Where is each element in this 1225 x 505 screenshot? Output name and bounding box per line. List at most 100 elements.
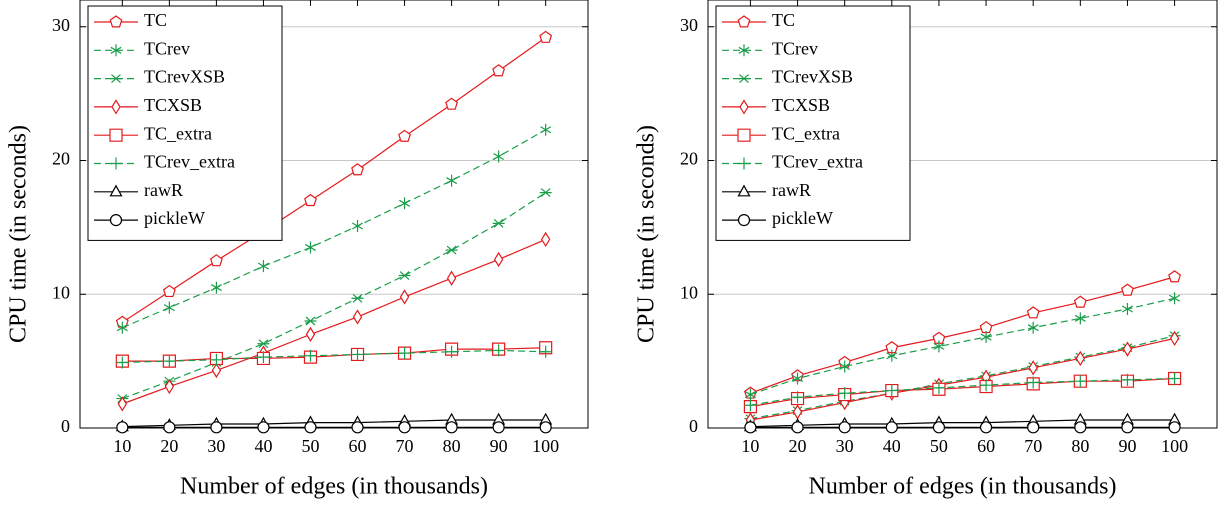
y-tick-label: 20 [680, 149, 698, 169]
legend-label: pickleW [772, 208, 833, 228]
marker [1122, 341, 1133, 357]
marker [164, 378, 175, 395]
legend-marker [110, 157, 122, 170]
marker [540, 231, 551, 248]
marker [791, 421, 804, 434]
legend-label: rawR [144, 180, 183, 200]
legend-label: TC [144, 10, 167, 30]
legend-label: TCXSB [144, 95, 202, 115]
marker [492, 218, 505, 228]
marker [1169, 330, 1180, 347]
legend-label: TC [772, 10, 795, 30]
marker [744, 399, 757, 412]
marker [398, 271, 411, 280]
marker [398, 347, 411, 360]
legend-label: TC_extra [772, 123, 840, 143]
marker [885, 421, 898, 434]
marker [399, 197, 411, 210]
plot-frame [707, 0, 1218, 429]
marker [838, 421, 851, 434]
legend-marker [737, 184, 751, 197]
x-axis-label: Number of edges (in thousands) [809, 474, 1117, 500]
plot-frame [79, 0, 589, 429]
series-line [750, 419, 1175, 428]
y-axis-label: CPU time (in seconds) [634, 125, 660, 343]
x-tick-label: 60 [349, 436, 367, 456]
legend-marker [738, 157, 750, 170]
marker [116, 421, 129, 434]
x-tick-label: 70 [396, 436, 414, 456]
legend-label: TCXSB [772, 95, 830, 115]
marker [493, 150, 505, 163]
marker [398, 421, 411, 434]
marker [304, 421, 317, 434]
marker [446, 174, 458, 187]
y-tick-label: 10 [680, 282, 698, 302]
series-line [122, 347, 546, 362]
x-tick-label: 70 [1024, 436, 1042, 456]
marker [1121, 302, 1133, 315]
series-line [122, 419, 546, 428]
legend-label: TCrev [144, 38, 190, 58]
y-axis-label: CPU time (in seconds) [6, 125, 32, 343]
marker [791, 391, 804, 404]
x-tick-label: 10 [113, 436, 131, 456]
legend-label: TCrev_extra [144, 152, 235, 172]
marker [1075, 350, 1086, 367]
legend-label: pickleW [144, 208, 205, 228]
marker [163, 355, 176, 368]
marker [351, 163, 364, 176]
marker [351, 421, 364, 434]
marker [980, 379, 993, 392]
marker [304, 241, 316, 254]
marker [257, 351, 270, 364]
marker [493, 251, 504, 268]
series-line [750, 377, 1175, 408]
series-line [750, 276, 1175, 394]
series-line [750, 335, 1175, 420]
marker [163, 421, 176, 434]
marker [744, 421, 757, 434]
legend-marker [739, 99, 749, 115]
chart: 0 10 20 30 10 20 30 40 50 60 70 80 90 100 Number of ed… [6, 0, 589, 500]
x-tick-label: 10 [741, 436, 759, 456]
x-tick-label: 100 [1161, 436, 1188, 456]
x-tick-label: 40 [883, 436, 901, 456]
marker [445, 245, 458, 255]
chart: 0 10 20 30 10 20 30 40 50 60 70 80 90 100 Number of ed… [634, 0, 1218, 500]
x-tick-label: 30 [207, 436, 225, 456]
legend-marker [109, 184, 123, 197]
marker [933, 340, 945, 353]
marker [540, 123, 552, 136]
marker [1027, 376, 1040, 389]
marker [492, 344, 505, 357]
marker [304, 316, 317, 326]
marker [1168, 421, 1181, 434]
legend-box [715, 5, 911, 241]
marker [162, 284, 176, 298]
marker [398, 129, 411, 142]
marker [979, 320, 993, 334]
legend-label: rawR [772, 180, 811, 200]
marker [116, 356, 129, 369]
legend-label: TCrevXSB [144, 67, 225, 87]
marker [1027, 421, 1040, 434]
x-tick-label: 20 [789, 436, 807, 456]
series-line [750, 337, 1175, 421]
series-line [122, 129, 546, 329]
marker [1074, 375, 1087, 388]
legend-label: TC_extra [144, 123, 212, 143]
y-tick-label: 0 [689, 416, 698, 436]
marker [1121, 283, 1134, 296]
marker [1026, 306, 1040, 319]
legend-marker [110, 74, 122, 84]
marker [305, 326, 316, 343]
marker [399, 289, 410, 305]
marker [210, 281, 222, 294]
marker [492, 421, 505, 434]
marker [211, 362, 222, 379]
marker [539, 30, 553, 43]
legend-marker [109, 15, 123, 28]
x-tick-label: 20 [160, 436, 178, 456]
